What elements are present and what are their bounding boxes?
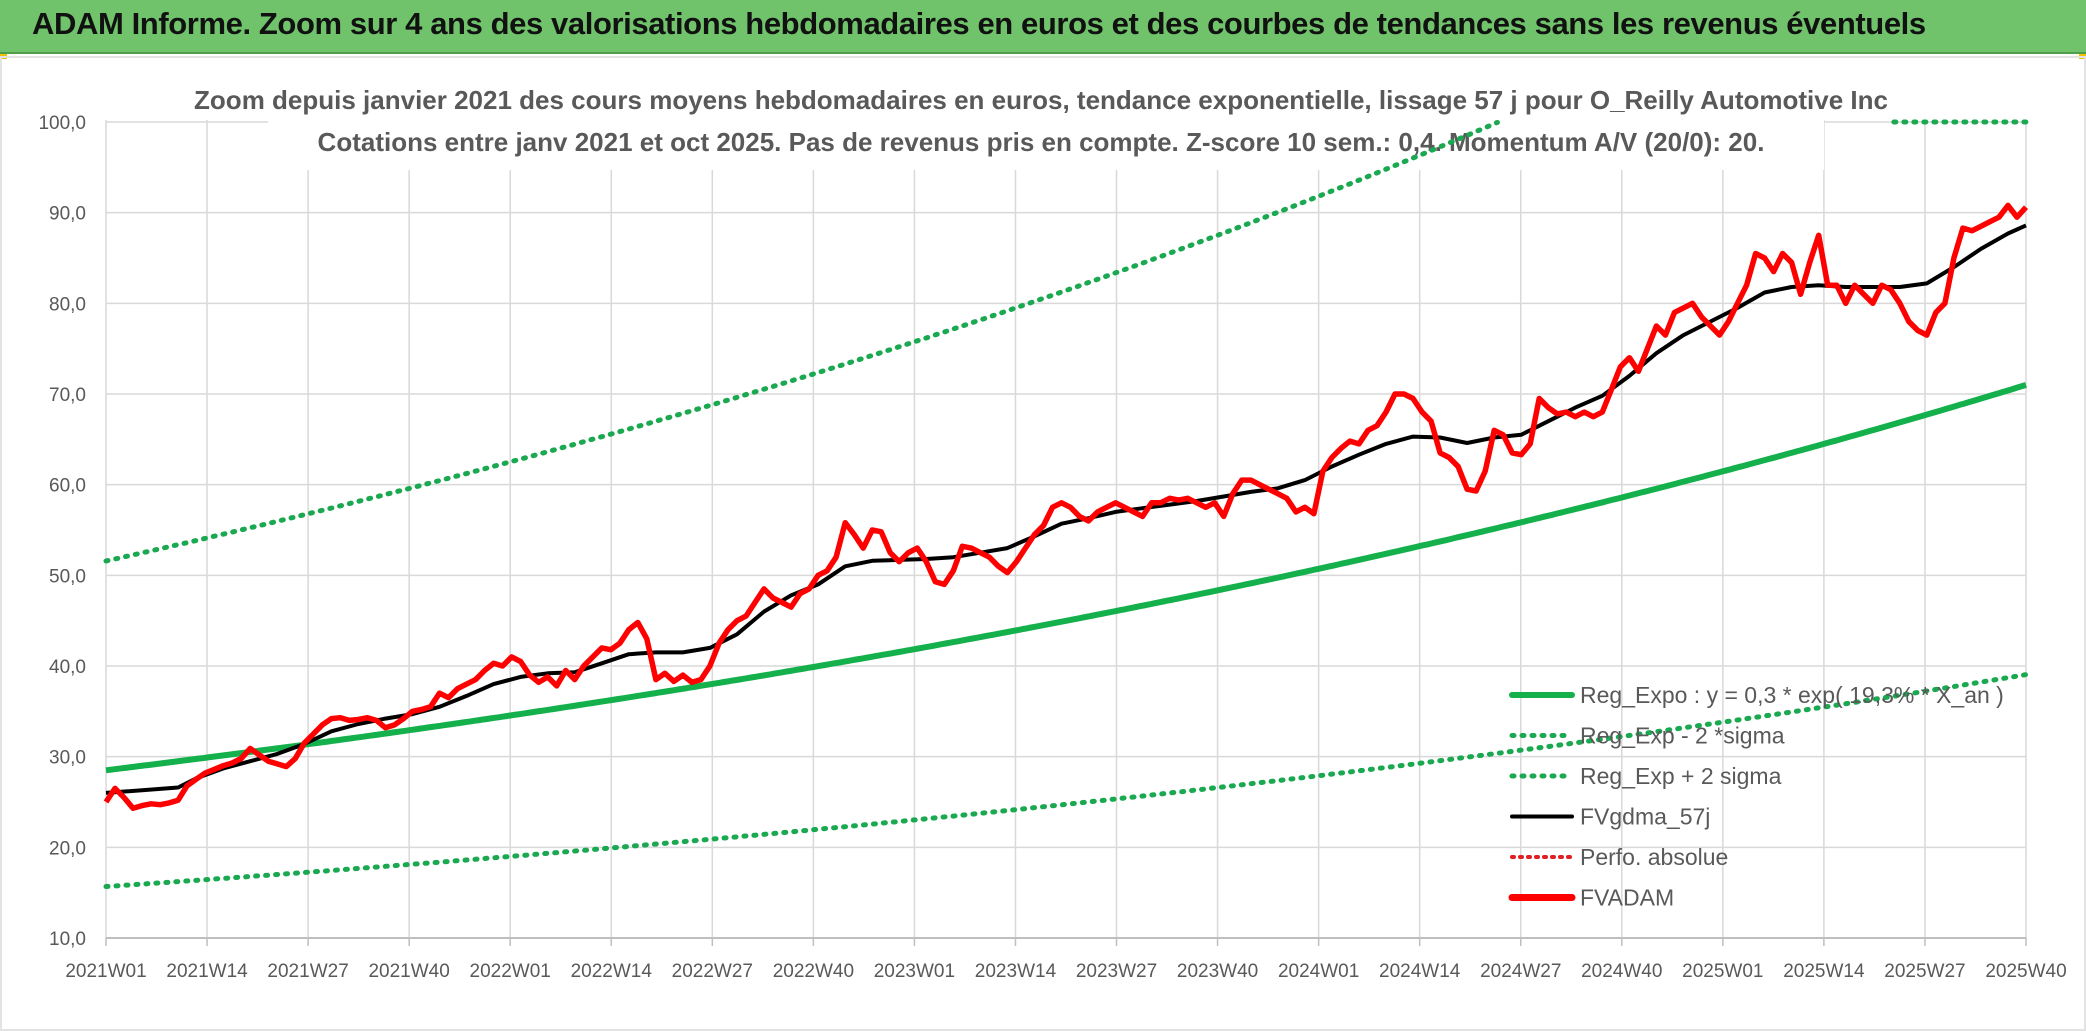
x-tick-label: 2023W40 (1177, 961, 1258, 982)
chart-title-line2: Cotations entre janv 2021 et oct 2025. P… (318, 127, 1765, 157)
x-tick-label: 2022W27 (672, 961, 753, 982)
x-tick-label: 2024W01 (1278, 961, 1359, 982)
y-tick-label: 10,0 (49, 929, 86, 950)
x-tick-label: 2024W14 (1379, 961, 1461, 982)
x-tick-label: 2024W27 (1480, 961, 1561, 982)
reg-exp-plus-2sigma-line (103, 119, 1500, 564)
legend-label: Reg_Expo : y = 0,3 * exp( 19,3% * X_an ) (1580, 682, 2004, 708)
y-tick-label: 90,0 (49, 204, 86, 225)
y-tick-label: 50,0 (49, 566, 86, 587)
x-tick-label: 2022W40 (773, 961, 854, 982)
reg-expo-line (105, 382, 2027, 774)
x-tick-label: 2022W14 (571, 961, 653, 982)
x-tick-label: 2024W40 (1581, 961, 1662, 982)
x-tick-label: 2021W27 (267, 961, 348, 982)
legend-label: FVgdma_57j (1580, 804, 1710, 830)
series-layer (103, 119, 2029, 889)
chart-title-line1: Zoom depuis janvier 2021 des cours moyen… (194, 85, 1888, 115)
header-title: ADAM Informe. Zoom sur 4 ans des valoris… (32, 6, 1926, 41)
chart-title-block: Zoom depuis janvier 2021 des cours moyen… (194, 78, 1888, 170)
x-tick-label: 2023W01 (874, 961, 955, 982)
x-tick-label: 2025W40 (1985, 961, 2066, 982)
x-tick-label: 2021W14 (166, 961, 248, 982)
y-tick-label: 80,0 (49, 294, 86, 315)
y-tick-label: 30,0 (49, 748, 86, 769)
fvadam-line (103, 202, 2029, 812)
legend-label: Reg_Exp - 2 *sigma (1580, 723, 1785, 749)
x-tick-label: 2025W01 (1682, 961, 1763, 982)
legend-label: Reg_Exp + 2 sigma (1580, 763, 1782, 789)
x-tick-label: 2021W40 (368, 961, 449, 982)
y-tick-label: 70,0 (49, 385, 86, 406)
y-tick-label: 40,0 (49, 657, 86, 678)
x-tick-label: 2023W14 (975, 961, 1057, 982)
grid-layer: 100,0 90,0 80,0 70,0 60,0 50,0 40,0 30,0 20,0 10,… (38, 113, 2066, 982)
chart-frame (0, 56, 2086, 1031)
x-tick-label: 2025W27 (1884, 961, 1965, 982)
header-bar: ADAM Informe. Zoom sur 4 ans des valoris… (0, 0, 2086, 54)
y-tick-label: 100,0 (38, 113, 86, 134)
y-tick-label: 60,0 (49, 476, 86, 497)
fvgdma-line (105, 223, 2027, 795)
x-tick-label: 2023W27 (1076, 961, 1157, 982)
x-tick-label: 2021W01 (65, 961, 146, 982)
legend-label: FVADAM (1580, 885, 1674, 911)
reg-exp-minus-2sigma-line (103, 672, 2029, 889)
y-tick-label: 20,0 (49, 838, 86, 859)
x-tick-label: 2022W01 (470, 961, 551, 982)
legend-label: Perfo. absolue (1580, 844, 1728, 870)
title-background (268, 78, 1824, 170)
legend: Reg_Expo : y = 0,3 * exp( 19,3% * X_an )… (1508, 682, 2004, 911)
x-tick-label: 2025W14 (1783, 961, 1865, 982)
